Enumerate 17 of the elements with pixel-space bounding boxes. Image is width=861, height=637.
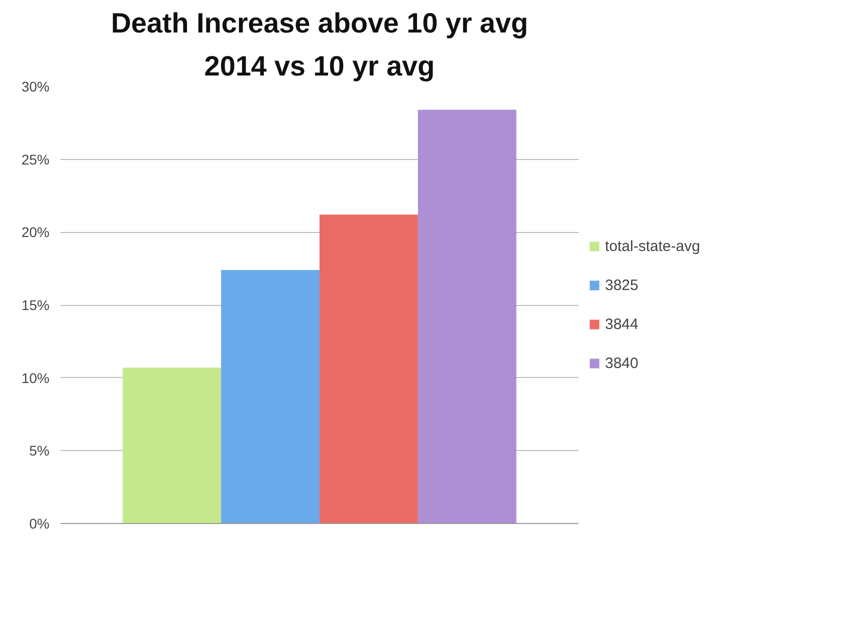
legend-label: 3825 xyxy=(605,276,638,294)
bar xyxy=(320,214,418,524)
legend-label: total-state-avg xyxy=(605,238,700,254)
chart-title: Death Increase above 10 yr avg xyxy=(110,8,528,38)
y-tick-label: 25% xyxy=(21,151,50,168)
bar xyxy=(418,110,516,524)
y-tick-label: 5% xyxy=(29,442,50,459)
y-tick-label: 30% xyxy=(21,78,50,94)
chart-subtitle: 2014 vs 10 yr avg xyxy=(204,50,435,82)
legend-label: 3844 xyxy=(605,316,638,332)
y-tick-label: 0% xyxy=(29,516,50,532)
legend-label: 3840 xyxy=(605,354,638,372)
y-tick-label: 10% xyxy=(21,370,50,386)
bar xyxy=(122,368,222,524)
y-tick-label: 15% xyxy=(21,297,50,313)
bar xyxy=(221,270,320,524)
y-tick-label: 20% xyxy=(21,224,50,240)
